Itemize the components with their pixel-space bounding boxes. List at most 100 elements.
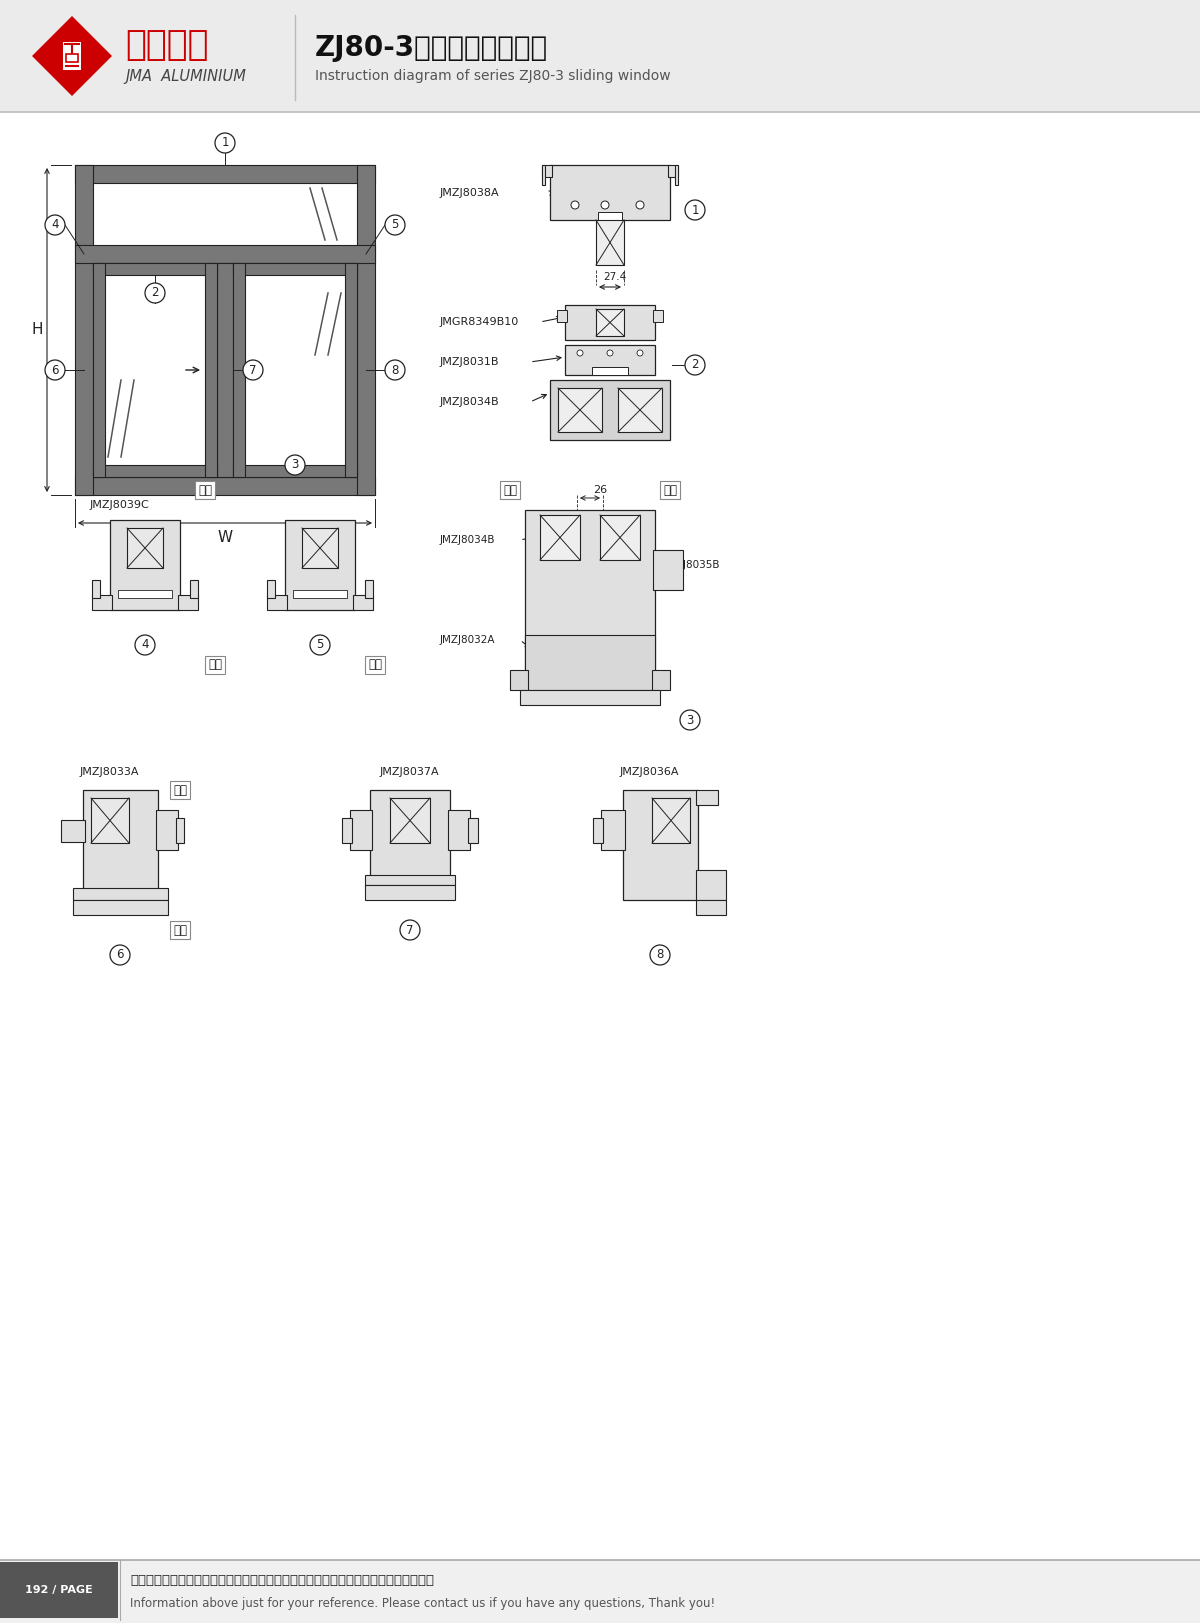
Bar bbox=[64, 42, 82, 70]
Bar bbox=[74, 166, 94, 495]
Bar bbox=[127, 527, 163, 568]
Bar bbox=[350, 810, 372, 850]
Bar bbox=[205, 263, 217, 477]
Bar bbox=[652, 799, 690, 842]
Text: JMZJ8032A: JMZJ8032A bbox=[440, 635, 496, 644]
Text: 4: 4 bbox=[52, 219, 59, 232]
Bar bbox=[674, 166, 678, 185]
Bar bbox=[550, 380, 670, 440]
Bar bbox=[0, 112, 1200, 1563]
Bar bbox=[190, 579, 198, 597]
Bar bbox=[390, 799, 430, 842]
Bar bbox=[74, 166, 374, 183]
Bar bbox=[550, 166, 670, 221]
Circle shape bbox=[637, 351, 643, 355]
Bar bbox=[623, 790, 698, 901]
Bar bbox=[696, 790, 718, 805]
Bar bbox=[668, 166, 678, 177]
Bar bbox=[600, 514, 640, 560]
Text: 1: 1 bbox=[691, 203, 698, 216]
Bar bbox=[540, 514, 580, 560]
Circle shape bbox=[242, 360, 263, 380]
Text: 室外: 室外 bbox=[208, 659, 222, 672]
Text: 4: 4 bbox=[142, 638, 149, 651]
Bar bbox=[565, 305, 655, 339]
Circle shape bbox=[680, 709, 700, 730]
Bar bbox=[92, 596, 112, 610]
Text: Instruction diagram of series ZJ80-3 sliding window: Instruction diagram of series ZJ80-3 sli… bbox=[314, 70, 671, 83]
Bar bbox=[342, 818, 352, 842]
Text: 坚美铝业: 坚美铝业 bbox=[125, 28, 209, 62]
Bar bbox=[0, 1561, 118, 1618]
Bar bbox=[74, 245, 374, 263]
Circle shape bbox=[607, 351, 613, 355]
Bar bbox=[110, 519, 180, 610]
Text: 室外: 室外 bbox=[173, 923, 187, 936]
Text: 7: 7 bbox=[407, 923, 414, 936]
Bar bbox=[83, 790, 158, 901]
Text: JMZJ8039C: JMZJ8039C bbox=[90, 500, 150, 510]
Text: JMZJ8035B: JMZJ8035B bbox=[665, 560, 720, 570]
Bar bbox=[266, 596, 287, 610]
Bar bbox=[558, 388, 602, 432]
Circle shape bbox=[134, 635, 155, 656]
Bar bbox=[696, 901, 726, 915]
Text: 室内: 室内 bbox=[173, 784, 187, 797]
Circle shape bbox=[310, 635, 330, 656]
Text: JMGR8349B10: JMGR8349B10 bbox=[440, 316, 520, 326]
Text: JMZJ8036A: JMZJ8036A bbox=[620, 768, 679, 777]
Bar bbox=[365, 579, 373, 597]
Bar bbox=[91, 799, 130, 842]
Polygon shape bbox=[32, 16, 112, 96]
Text: 192 / PAGE: 192 / PAGE bbox=[25, 1586, 92, 1595]
Text: 2: 2 bbox=[691, 359, 698, 372]
Bar bbox=[286, 519, 355, 610]
Bar bbox=[596, 221, 624, 265]
Bar bbox=[118, 591, 172, 597]
Text: 3: 3 bbox=[686, 714, 694, 727]
Text: 27.4: 27.4 bbox=[604, 273, 626, 282]
Text: 室内: 室内 bbox=[198, 484, 212, 497]
Text: W: W bbox=[217, 529, 233, 544]
Bar bbox=[346, 263, 358, 477]
Text: ZJ80-3系列推拉窗结构图: ZJ80-3系列推拉窗结构图 bbox=[314, 34, 548, 62]
Text: 3: 3 bbox=[292, 459, 299, 472]
Bar bbox=[66, 54, 78, 62]
Text: JMA  ALUMINIUM: JMA ALUMINIUM bbox=[125, 68, 246, 83]
Bar bbox=[293, 591, 347, 597]
Bar bbox=[94, 263, 106, 477]
Bar bbox=[156, 810, 178, 850]
Text: 室外: 室外 bbox=[662, 484, 677, 497]
Text: JMZJ8034B: JMZJ8034B bbox=[440, 536, 496, 545]
Circle shape bbox=[385, 214, 406, 235]
Bar bbox=[542, 166, 545, 185]
Text: 6: 6 bbox=[52, 364, 59, 377]
Bar bbox=[598, 213, 622, 221]
Bar bbox=[233, 466, 358, 477]
Text: 1: 1 bbox=[221, 136, 229, 149]
Text: H: H bbox=[31, 323, 43, 338]
Text: 2: 2 bbox=[151, 287, 158, 300]
Bar bbox=[73, 888, 168, 901]
Circle shape bbox=[571, 201, 580, 209]
Circle shape bbox=[636, 201, 644, 209]
Bar bbox=[448, 810, 470, 850]
Bar bbox=[468, 818, 478, 842]
Bar bbox=[233, 263, 245, 477]
Text: 26: 26 bbox=[593, 485, 607, 495]
Bar bbox=[601, 810, 625, 850]
Bar bbox=[74, 477, 374, 495]
Bar bbox=[652, 670, 670, 690]
Circle shape bbox=[650, 945, 670, 966]
Text: 5: 5 bbox=[391, 219, 398, 232]
Circle shape bbox=[286, 454, 305, 476]
Bar bbox=[596, 308, 624, 336]
Bar bbox=[526, 510, 655, 690]
Bar bbox=[73, 901, 168, 915]
Bar bbox=[353, 596, 373, 610]
Bar bbox=[510, 670, 528, 690]
Bar bbox=[370, 790, 450, 885]
Circle shape bbox=[685, 200, 706, 221]
Bar bbox=[593, 818, 604, 842]
Bar bbox=[542, 166, 552, 177]
